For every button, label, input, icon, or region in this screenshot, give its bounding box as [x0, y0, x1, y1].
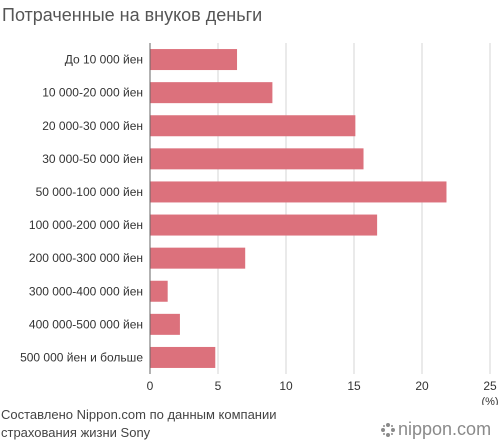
category-label: 30 000-50 000 йен — [42, 152, 143, 166]
bar — [150, 346, 216, 368]
category-label: 500 000 йен и больше — [20, 350, 143, 364]
bar — [150, 115, 356, 137]
category-label: 400 000-500 000 йен — [29, 317, 143, 331]
bar — [150, 148, 364, 170]
x-tick-label: 20 — [415, 379, 429, 393]
category-label: 20 000-30 000 йен — [42, 119, 143, 133]
category-labels: До 10 000 йен 10 000-20 000 йен 20 000-30 … — [20, 53, 143, 365]
bar — [150, 247, 246, 269]
category-label: 50 000-100 000 йен — [36, 185, 143, 199]
x-tick-label: 10 — [279, 379, 293, 393]
bar — [150, 181, 447, 203]
category-label: 200 000-300 000 йен — [29, 251, 143, 265]
grid-lines — [217, 43, 491, 374]
source-line-2: страхования жизни Sony — [1, 425, 151, 440]
chart-title: Потраченные на внуков деньги — [2, 5, 263, 25]
x-tick-label: 25 — [483, 379, 497, 393]
x-tick-label: 15 — [347, 379, 361, 393]
bar — [150, 280, 168, 302]
brand-text: nippon.com — [398, 419, 492, 439]
source-note: Составлено Nippon.com по данным компании… — [1, 406, 277, 442]
bars — [150, 49, 447, 368]
bar — [150, 82, 273, 104]
category-label: 100 000-200 000 йен — [29, 218, 143, 232]
bar — [150, 214, 378, 236]
category-label: До 10 000 йен — [65, 53, 143, 67]
source-line-1: Составлено Nippon.com по данным компании — [1, 407, 277, 422]
x-unit-label: (%) — [481, 396, 498, 405]
bar — [150, 49, 238, 71]
brand-logo: nippon.com — [381, 419, 491, 440]
category-label: 300 000-400 000 йен — [29, 284, 143, 298]
bar — [150, 313, 180, 335]
x-tick-labels: 0 5 10 15 20 25 — [147, 379, 497, 393]
category-label: 10 000-20 000 йен — [42, 86, 143, 100]
x-tick-label: 0 — [147, 379, 154, 393]
x-tick-label: 5 — [215, 379, 222, 393]
nippon-logo-icon — [381, 422, 395, 437]
bar-chart: До 10 000 йен 10 000-20 000 йен 20 000-30 … — [20, 43, 499, 405]
